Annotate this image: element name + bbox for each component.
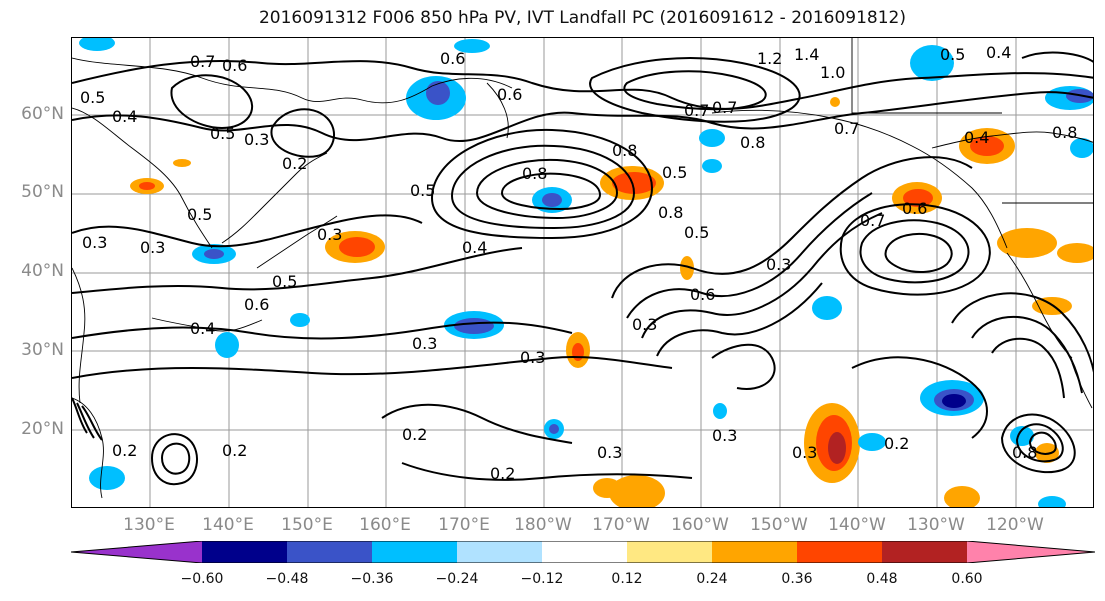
contour-label: 0.5 [940, 45, 965, 64]
contour-label: 0.6 [222, 56, 247, 75]
contour-label: 0.4 [986, 43, 1011, 62]
coastlines [72, 38, 1093, 499]
contour-label: 0.2 [112, 441, 137, 460]
colorbar-tick: −0.12 [520, 571, 564, 587]
contour-label: 0.3 [317, 225, 342, 244]
colorbar-tick: 0.36 [781, 571, 813, 587]
contour-label: 0.2 [222, 441, 247, 460]
contour-label: 0.7 [684, 101, 709, 120]
lat-label-60n: 60°N [21, 104, 64, 124]
lat-label-30n: 30°N [21, 340, 64, 360]
contour-label: 0.2 [402, 425, 427, 444]
contour-label: 1.0 [820, 63, 845, 82]
lon-label-170w: 170°W [592, 515, 650, 535]
colorbar-segment [202, 541, 287, 563]
lat-label-20n: 20°N [21, 419, 64, 439]
contour-label: 0.4 [190, 319, 215, 338]
colorbar-segment [71, 541, 202, 563]
contour-label: 0.5 [410, 181, 435, 200]
contour-label: 1.4 [794, 45, 819, 64]
lon-label-170e: 170°E [438, 515, 490, 535]
contour-label: 0.6 [244, 295, 269, 314]
colorbar-tick: 0.24 [696, 571, 728, 587]
contour-label: 0.5 [684, 223, 709, 242]
colorbar-segment [797, 541, 882, 563]
pv-shading [79, 38, 1093, 507]
lon-label-180w: 180°W [514, 515, 572, 535]
lat-label-40n: 40°N [21, 261, 64, 281]
contour-label: 0.3 [766, 255, 791, 274]
map-panel: 0.7 0.6 0.5 0.4 0.5 0.3 0.2 0.5 0.6 0.8 … [71, 37, 1094, 508]
contour-label: 0.6 [440, 49, 465, 68]
contour-label: 0.4 [112, 107, 137, 126]
contour-label: 0.2 [490, 464, 515, 483]
contour-label: 0.4 [964, 128, 989, 147]
contour-label: 0.3 [412, 334, 437, 353]
lon-label-160w: 160°W [671, 515, 729, 535]
contour-label: 0.3 [140, 238, 165, 257]
colorbar-segment [372, 541, 457, 563]
contour-label: 0.5 [187, 205, 212, 224]
colorbar-tick: −0.60 [180, 571, 224, 587]
contour-label: 0.6 [902, 199, 927, 218]
contour-label: 0.3 [520, 348, 545, 367]
contour-label: 0.8 [740, 133, 765, 152]
colorbar-segment [627, 541, 712, 563]
lon-label-120w: 120°W [986, 515, 1044, 535]
contour-label: 0.5 [80, 88, 105, 107]
colorbar-tick: 0.60 [951, 571, 983, 587]
map-title: 2016091312 F006 850 hPa PV, IVT Landfall… [258, 8, 906, 28]
colorbar-segment [882, 541, 967, 563]
lon-label-150w: 150°W [750, 515, 808, 535]
colorbar [71, 541, 1095, 563]
contour-label: 0.7 [712, 98, 737, 117]
graticule [72, 38, 1093, 507]
lat-label-50n: 50°N [21, 182, 64, 202]
contour-label: 0.7 [834, 119, 859, 138]
contour-label: 1.2 [757, 49, 782, 68]
contour-label: 0.5 [210, 124, 235, 143]
lon-label-150e: 150°E [281, 515, 333, 535]
lon-label-160e: 160°E [359, 515, 411, 535]
map-canvas: 0.7 0.6 0.5 0.4 0.5 0.3 0.2 0.5 0.6 0.8 … [72, 38, 1093, 507]
contour-labels: 0.7 0.6 0.5 0.4 0.5 0.3 0.2 0.5 0.6 0.8 … [80, 43, 1077, 483]
contour-label: 0.4 [462, 238, 487, 257]
colorbar-tick: −0.48 [265, 571, 309, 587]
contour-label: 0.3 [244, 130, 269, 149]
contour-label: 0.8 [522, 164, 547, 183]
contour-label: 0.6 [497, 85, 522, 104]
contour-label: 0.3 [792, 443, 817, 462]
contour-label: 0.8 [1052, 123, 1077, 142]
contour-label: 0.8 [1012, 443, 1037, 462]
pv-contours [72, 51, 1093, 486]
contour-label: 0.7 [860, 211, 885, 230]
colorbar-segment [457, 541, 542, 563]
contour-label: 0.2 [282, 154, 307, 173]
colorbar-tick: −0.24 [435, 571, 479, 587]
contour-label: 0.3 [632, 315, 657, 334]
colorbar-segment [712, 541, 797, 563]
colorbar-segment [542, 541, 627, 563]
contour-label: 0.5 [662, 163, 687, 182]
contour-label: 0.7 [190, 52, 215, 71]
colorbar-tick: 0.12 [611, 571, 643, 587]
contour-label: 0.3 [597, 443, 622, 462]
contour-label: 0.3 [82, 233, 107, 252]
contour-label: 0.2 [884, 434, 909, 453]
contour-label: 0.5 [272, 272, 297, 291]
contour-label: 0.3 [712, 426, 737, 445]
contour-label: 0.8 [658, 203, 683, 222]
contour-label: 0.6 [690, 285, 715, 304]
contour-label: 0.8 [612, 141, 637, 160]
colorbar-segment [287, 541, 372, 563]
colorbar-tick: 0.48 [866, 571, 898, 587]
lon-label-130e: 130°E [123, 515, 175, 535]
lon-label-130w: 130°W [907, 515, 965, 535]
lon-label-140e: 140°E [202, 515, 254, 535]
colorbar-tick: −0.36 [350, 571, 394, 587]
lon-label-140w: 140°W [828, 515, 886, 535]
colorbar-segment [967, 541, 1095, 563]
